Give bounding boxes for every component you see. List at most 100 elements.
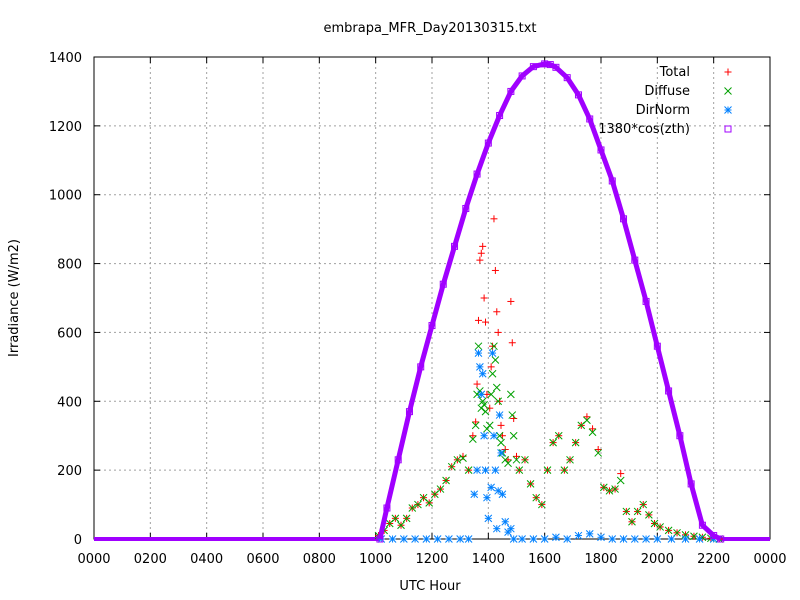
point-diffuse [645,511,653,519]
point-diffuse [537,500,546,509]
point-diffuse [605,486,614,495]
x-tick-label: 0000 [77,552,110,567]
point-dirnorm [473,466,481,474]
point-diffuse [633,507,642,516]
point-diffuse [616,476,625,485]
point-diffuse [495,431,504,440]
point-diffuse [497,438,505,447]
point-dirnorm [456,535,465,543]
legend-marker-total [724,68,732,76]
x-tick-label: 2000 [641,552,674,567]
point-dirnorm [507,524,515,533]
y-tick-label: 400 [57,395,82,410]
y-tick-label: 200 [57,464,82,479]
point-diffuse [414,500,422,509]
point-diffuse [512,455,521,464]
point-diffuse [543,466,552,474]
x-axis-ticks: 0000 0200 0400 0600 0800 1000 1200 1400 1600 1800… [77,57,787,567]
point-diffuse [504,459,512,468]
point-dirnorm [495,411,504,419]
series-total [374,215,723,543]
point-diffuse [509,431,518,440]
x-tick-label: 0400 [190,552,223,567]
point-total [482,318,490,326]
legend-label-1380-cos-zth: 1380*cos(zth) [598,122,690,137]
series-diffuse [374,342,724,543]
point-dirnorm [563,535,572,543]
point-diffuse [453,455,462,464]
legend-marker-1380-cos-zth [724,125,732,133]
point-diffuse [673,528,681,537]
point-total [589,425,597,433]
point-dirnorm [619,535,628,543]
point-diffuse [521,455,529,464]
point-diffuse [492,383,501,392]
point-diffuse [485,421,494,430]
point-diffuse [622,507,631,516]
point-dirnorm [476,363,484,371]
x-tick-label: 0200 [134,552,167,567]
point-total [508,339,516,347]
point-dirnorm [492,524,501,533]
chart-title: embrapa_MFR_Day20130315.txt [323,21,536,36]
point-dirnorm [494,486,503,495]
point-total [497,421,505,429]
series-1380-cos-zth [376,60,725,543]
y-tick-label: 800 [57,258,82,273]
point-dirnorm [481,466,490,474]
point-total [469,432,477,440]
point-dirnorm [480,431,488,440]
point-diffuse [599,483,608,492]
point-dirnorm [667,535,676,543]
point-dirnorm [399,535,408,543]
point-diffuse [494,397,503,406]
point-diffuse [464,466,473,474]
x-tick-label: 2200 [697,552,730,567]
point-dirnorm [509,535,518,543]
point-dirnorm [501,517,510,526]
point-total [513,452,520,460]
point-total [507,297,515,305]
point-diffuse [560,466,569,474]
point-diffuse [397,521,405,530]
point-dirnorm [470,490,479,499]
curve-1380-cos-zth [377,61,722,542]
y-tick-label: 600 [57,326,82,341]
point-diffuse [571,438,580,447]
legend-marker-diffuse [724,87,732,95]
point-total [477,249,485,257]
x-tick-label: 0000 [753,552,786,567]
point-dirnorm [681,535,690,543]
point-diffuse [583,416,591,425]
point-dirnorm [574,531,583,540]
point-total [489,342,497,350]
point-dirnorm [540,535,549,543]
x-tick-label: 0800 [303,552,336,567]
point-dirnorm [411,535,419,543]
point-diffuse [425,498,434,507]
point-total [476,256,484,264]
x-axis-label: UTC Hour [399,579,461,594]
point-diffuse [474,342,483,351]
point-dirnorm [433,535,442,543]
point-total [473,380,481,388]
point-total [494,328,502,336]
y-axis-label: Irradiance (W/m2) [7,239,22,357]
point-dirnorm [497,449,505,457]
point-diffuse [594,449,603,457]
point-diffuse [549,438,557,447]
point-dirnorm [491,466,500,474]
y-axis-ticks: 0 200 400 600 800 1000 1200 1400 [49,51,770,548]
point-diffuse [532,493,541,502]
legend: Total Diffuse DirNorm 1380*cos(zth) [598,65,732,137]
point-dirnorm [483,493,491,502]
point-dirnorm [487,483,496,492]
point-dirnorm [478,369,487,378]
x-tick-label: 1400 [472,552,505,567]
point-total [583,413,591,421]
point-diffuse [447,462,456,471]
point-diffuse [491,356,500,364]
legend-marker-dirnorm [724,106,732,114]
point-dirnorm [518,535,526,543]
